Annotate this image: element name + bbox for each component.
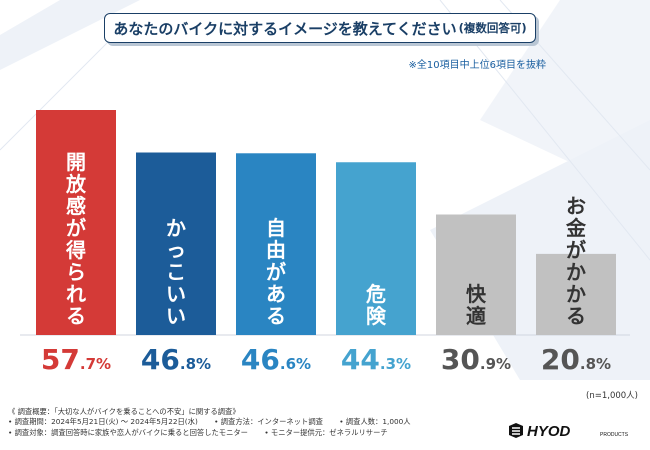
chart-note: ※全10項目中上位6項目を抜粋: [408, 60, 546, 71]
category-label-1: かっこいい: [166, 216, 186, 328]
value-label-3: 44.3%: [341, 343, 411, 376]
value-label-4: 30.9%: [441, 343, 511, 376]
survey-count: • 調査人数：1,000人: [339, 417, 411, 427]
survey-provider: • モニター提供元：ゼネラルリサーチ: [264, 427, 388, 437]
chart-title-sub: (複数回答可): [458, 21, 527, 35]
category-label-3: 危険: [366, 282, 387, 328]
survey-method: • 調査方法：インターネット調査: [214, 417, 323, 427]
value-label-1: 46.8%: [141, 343, 211, 376]
sample-size: (n=1,000人): [586, 391, 638, 401]
chart-title-main: あなたのバイクに対するイメージを教えてください: [113, 19, 457, 38]
category-label-0: 開放感が得られる: [65, 150, 87, 328]
survey-title: 《 調査概要：「大切な人がバイクを乗ることへの不安」に関する調査》: [8, 407, 240, 416]
bar-3: [336, 162, 416, 335]
hyod-logo-text: HYOD: [527, 423, 571, 439]
category-label-5: お金がかかる: [565, 194, 587, 328]
chart-title: あなたのバイクに対するイメージを教えてください (複数回答可): [104, 13, 536, 43]
hyod-logo-small: PRODUCTS: [600, 432, 629, 438]
survey-row-1: • 調査期間：2024年5月21日(火) ～ 2024年5月22日(水) • 調…: [8, 417, 425, 427]
survey-period: • 調査期間：2024年5月21日(火) ～ 2024年5月22日(水): [8, 417, 198, 427]
survey-overview: 《 調査概要：「大切な人がバイクを乗ることへの不安」に関する調査》 • 調査期間…: [8, 407, 425, 438]
hyod-logo: HYOD PRODUCTS: [509, 423, 629, 439]
bar-0: [36, 110, 116, 335]
survey-row-2: • 調査対象：調査回答時に家族や恋人がバイクに乗ると回答したモニター • モニタ…: [8, 428, 425, 438]
bar-1: [136, 152, 216, 335]
bar-4: [436, 214, 516, 335]
value-label-5: 20.8%: [541, 343, 611, 376]
category-label-4: 快適: [466, 282, 487, 328]
value-label-2: 46.6%: [241, 343, 311, 376]
bar-5: [536, 253, 616, 335]
survey-target: • 調査対象：調査回答時に家族や恋人がバイクに乗ると回答したモニター: [8, 427, 248, 437]
value-label-0: 57.7%: [41, 343, 111, 376]
hyod-logo-mark: [509, 423, 523, 438]
category-label-2: 自由がある: [266, 216, 286, 328]
bar-2: [236, 153, 316, 335]
